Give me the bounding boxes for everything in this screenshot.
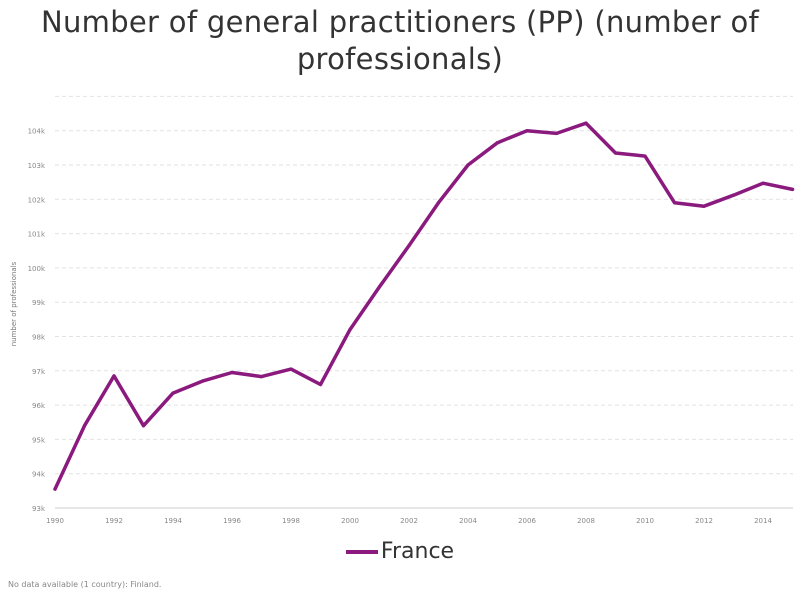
x-tick-label: 1996 <box>223 517 241 525</box>
legend[interactable]: France <box>0 539 800 564</box>
y-tick-label: 97k <box>32 368 46 376</box>
series-layer <box>53 121 795 491</box>
data-point <box>731 193 736 197</box>
data-point <box>584 121 588 125</box>
y-tick-label: 101k <box>28 231 46 239</box>
data-point <box>171 391 175 395</box>
x-tick-label: 1992 <box>105 517 123 525</box>
legend-label-france: France <box>380 539 455 564</box>
data-point <box>259 375 264 379</box>
data-point <box>672 201 677 205</box>
y-tick-label: 94k <box>32 471 46 479</box>
y-tick-label: 102k <box>28 196 46 204</box>
y-axis-ticks: 93k 94k 95k 96k 97k 98k 99k 100k 101k 102k 103k 104… <box>28 128 46 513</box>
data-point <box>112 374 116 378</box>
data-point <box>141 424 146 428</box>
data-point <box>407 244 411 248</box>
legend-swatch-france <box>345 549 378 554</box>
data-point <box>436 201 441 205</box>
y-tick-label: 93k <box>32 505 46 513</box>
x-tick-label: 1994 <box>164 517 182 525</box>
data-point <box>82 424 87 428</box>
data-point <box>702 204 706 208</box>
x-tick-label: 2014 <box>754 517 772 525</box>
data-point <box>230 370 234 375</box>
data-point <box>613 151 618 155</box>
data-point <box>348 328 352 332</box>
data-point <box>495 141 500 145</box>
footnote: No data available (1 country): Finland. <box>8 580 162 589</box>
data-point <box>53 487 57 491</box>
data-point <box>525 129 529 133</box>
x-tick-label: 2004 <box>459 517 477 525</box>
series-line-france <box>53 121 795 491</box>
y-axis-title: number of professionals <box>10 261 18 347</box>
data-point <box>289 367 293 371</box>
data-point <box>643 154 647 158</box>
x-tick-label: 2010 <box>636 517 654 525</box>
x-tick-label: 2012 <box>695 517 713 525</box>
x-tick-label: 2006 <box>518 517 536 525</box>
x-tick-label: 1990 <box>46 517 64 525</box>
y-tick-label: 103k <box>28 162 46 170</box>
y-tick-label: 100k <box>28 265 46 273</box>
y-tick-label: 98k <box>32 334 46 342</box>
gridlines <box>55 95 793 509</box>
y-tick-label: 95k <box>32 436 46 444</box>
data-point <box>318 382 323 387</box>
data-point <box>200 379 205 383</box>
x-tick-label: 1998 <box>282 517 300 525</box>
data-point <box>790 187 795 191</box>
data-point <box>554 131 559 136</box>
x-tick-label: 2000 <box>341 517 359 525</box>
chart-title: Number of general practitioners (PP) (nu… <box>40 5 760 76</box>
data-point <box>761 181 765 185</box>
data-point <box>466 163 470 167</box>
x-tick-label: 2008 <box>577 517 595 525</box>
y-tick-label: 99k <box>32 299 46 307</box>
x-axis-ticks: 1990 1992 1994 1996 1998 2000 2002 2004 2006 2008… <box>46 507 793 525</box>
y-tick-label: 104k <box>28 128 46 136</box>
x-tick-label: 2002 <box>400 517 418 525</box>
y-tick-label: 96k <box>32 402 46 410</box>
data-point <box>377 285 382 289</box>
